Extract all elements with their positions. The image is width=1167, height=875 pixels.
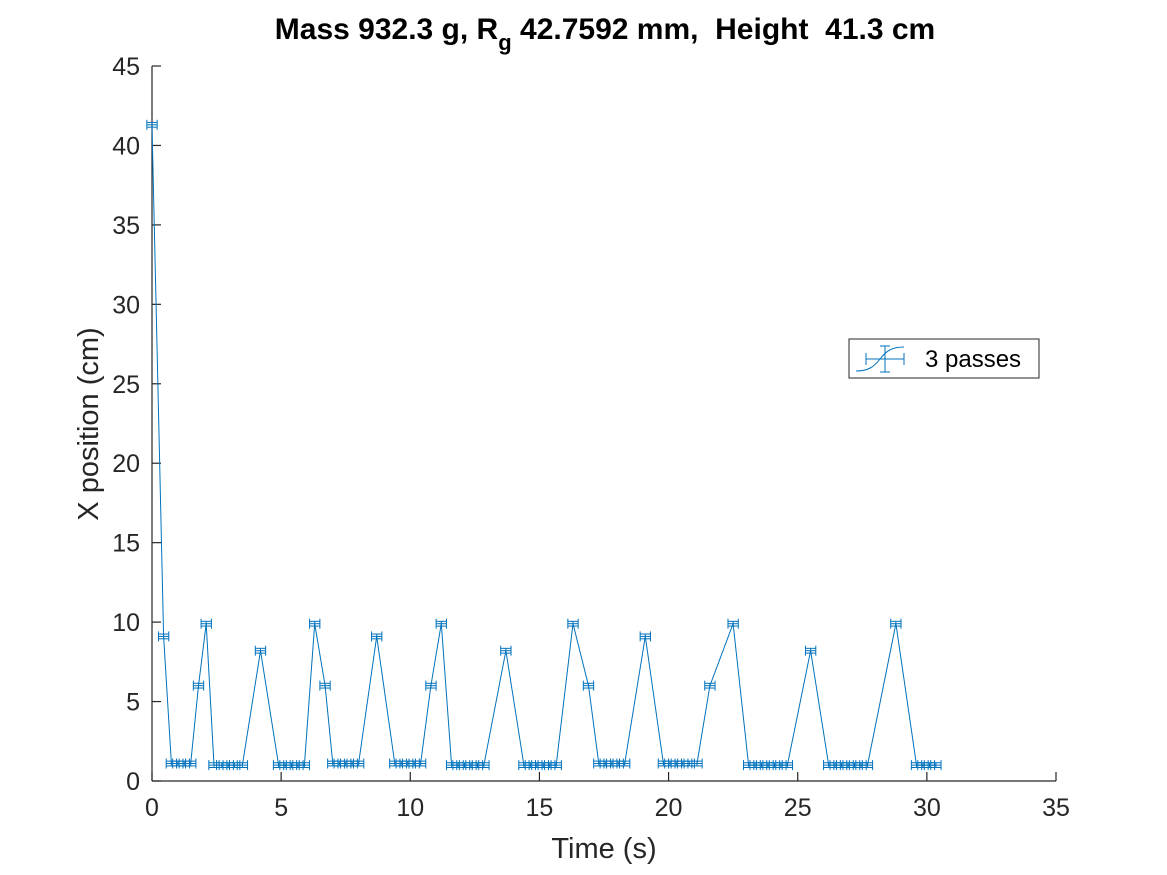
error-bar-point — [435, 618, 447, 629]
error-bar-point — [691, 758, 703, 769]
x-tick-label: 0 — [145, 794, 159, 822]
y-tick-label: 15 — [112, 530, 140, 558]
error-bar-point — [185, 758, 197, 769]
error-bar-point — [781, 760, 794, 771]
chart-title-subscript: g — [498, 30, 511, 55]
error-bar-point — [309, 618, 321, 629]
error-bar-point — [639, 631, 651, 642]
error-bar-point — [200, 618, 212, 629]
chart-title: Mass 932.3 g, Rg 42.7592 mm, Height 41.3… — [275, 13, 935, 55]
x-tick-label: 30 — [913, 794, 941, 822]
series-line — [151, 124, 936, 766]
error-bar-point — [930, 760, 942, 771]
y-axis-label: X position (cm) — [73, 327, 105, 520]
error-bar-point — [704, 680, 716, 691]
error-bar-point — [371, 631, 383, 642]
x-tick-label: 25 — [784, 794, 812, 822]
y-tick-label: 30 — [112, 291, 140, 319]
error-bar-point — [192, 680, 205, 691]
y-tick-label: 40 — [112, 132, 140, 160]
legend: 3 passes — [848, 338, 1040, 379]
data-series — [146, 119, 942, 771]
chart-title-main: Mass 932.3 g, R — [275, 13, 499, 46]
error-bar-point — [298, 760, 311, 771]
x-tick-label: 15 — [526, 794, 554, 822]
error-bar-point — [414, 758, 427, 769]
y-tick-label: 0 — [126, 768, 140, 796]
error-bar-point — [254, 645, 267, 656]
error-bar-point — [425, 680, 437, 691]
x-axis-label: Time (s) — [551, 833, 656, 865]
error-bar-point — [618, 758, 631, 769]
x-tick-label: 5 — [274, 794, 288, 822]
error-bar-point — [352, 758, 365, 769]
y-tick-label: 45 — [112, 53, 140, 81]
x-tick-label: 20 — [655, 794, 683, 822]
error-bar-point — [550, 760, 562, 771]
error-bar-point — [861, 760, 874, 771]
legend-errorbar-icon — [855, 345, 905, 373]
x-tick-label: 10 — [396, 794, 424, 822]
error-bar-point — [727, 618, 739, 629]
chart-title-rest: 42.7592 mm, Height 41.3 cm — [512, 13, 936, 46]
x-tick-label: 35 — [1042, 794, 1070, 822]
y-tick-label: 35 — [112, 212, 140, 240]
y-tick-label: 10 — [112, 609, 140, 637]
y-tick-label: 20 — [112, 450, 140, 478]
y-tick-label: 5 — [126, 689, 140, 717]
error-bar-point — [146, 119, 158, 130]
axes — [151, 66, 1056, 782]
error-bar-point — [582, 680, 595, 691]
error-bar-point — [236, 760, 249, 771]
legend-label: 3 passes — [925, 346, 1021, 373]
error-bar-point — [890, 618, 902, 629]
ticks: 0 5 10 15 20 25 30 35 0 5 10 15 20 25 30 35 40 45 — [112, 53, 1070, 822]
y-tick-label: 25 — [112, 371, 140, 399]
error-bar-point — [500, 645, 512, 656]
error-bar-point — [157, 631, 170, 642]
error-bar-point — [478, 760, 490, 771]
error-bar-point — [567, 618, 579, 629]
error-bar-point — [804, 645, 817, 656]
error-bar-point — [319, 680, 331, 691]
